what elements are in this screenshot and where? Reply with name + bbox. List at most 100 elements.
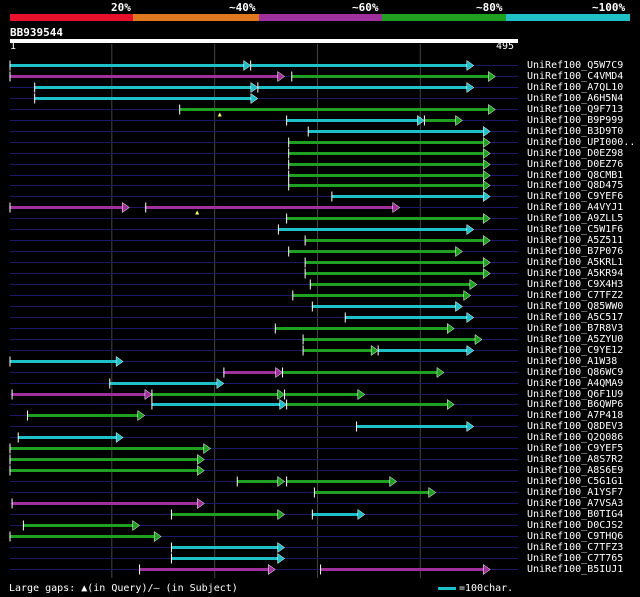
- hit-link-UniRef100_A5ZYU0[interactable]: UniRef100_A5ZYU0: [527, 333, 624, 345]
- segment-arrowhead: [455, 246, 463, 257]
- hit-link-UniRef100_B7P076[interactable]: UniRef100_B7P076: [527, 245, 624, 257]
- segment-arrowhead: [482, 137, 491, 148]
- segment-arrowhead: [132, 520, 141, 531]
- segment-arrowhead: [482, 191, 491, 202]
- hit-link-UniRef100_A7P418[interactable]: UniRef100_A7P418: [527, 409, 624, 421]
- segment-arrowhead: [250, 82, 259, 93]
- hit-link-UniRef100_Q5W7C9[interactable]: UniRef100_Q5W7C9: [527, 59, 624, 71]
- segment-arrowhead: [466, 82, 475, 93]
- hit-link-UniRef100_C9X4H3[interactable]: UniRef100_C9X4H3: [527, 278, 624, 290]
- hit-link-UniRef100_C9THQ6[interactable]: UniRef100_C9THQ6: [527, 530, 624, 542]
- hit-link-UniRef100_A7QL10[interactable]: UniRef100_A7QL10: [527, 81, 624, 93]
- query-end-label: 495: [496, 41, 515, 52]
- segment-arrowhead: [482, 170, 491, 181]
- hit-link-UniRef100_B3D9T0[interactable]: UniRef100_B3D9T0: [527, 125, 624, 137]
- hit-link-UniRef100_A8S6E9[interactable]: UniRef100_A8S6E9: [527, 464, 624, 476]
- hit-link-UniRef100_C7T765[interactable]: UniRef100_C7T765: [527, 552, 624, 564]
- hit-link-UniRef100_Q85WW0[interactable]: UniRef100_Q85WW0: [527, 300, 624, 312]
- hit-link-UniRef100_C5W1F6[interactable]: UniRef100_C5W1F6: [527, 223, 624, 235]
- segment-arrowhead: [115, 432, 124, 443]
- hit-link-UniRef100_A5C517[interactable]: UniRef100_A5C517: [527, 311, 624, 323]
- segment-arrowhead: [482, 268, 491, 279]
- segment-arrowhead: [428, 487, 437, 498]
- segment-arrowhead: [488, 71, 496, 82]
- hit-link-UniRef100_C7TFZ3[interactable]: UniRef100_C7TFZ3: [527, 541, 624, 553]
- segment-arrowhead: [455, 115, 463, 126]
- hit-link-UniRef100_D0EZ98[interactable]: UniRef100_D0EZ98: [527, 147, 624, 159]
- hit-link-UniRef100_A8S7R2[interactable]: UniRef100_A8S7R2: [527, 453, 624, 465]
- segment-arrowhead: [279, 399, 288, 410]
- hit-link-UniRef100_A5KR94[interactable]: UniRef100_A5KR94: [527, 267, 624, 279]
- hit-link-UniRef100_D0CJS2[interactable]: UniRef100_D0CJS2: [527, 519, 624, 531]
- segment-arrowhead: [115, 356, 124, 367]
- hit-link-UniRef100_Q2Q086[interactable]: UniRef100_Q2Q086: [527, 431, 624, 443]
- hit-link-UniRef100_A4QMA9[interactable]: UniRef100_A4QMA9: [527, 377, 624, 389]
- hit-link-UniRef100_Q6F1U9[interactable]: UniRef100_Q6F1U9: [527, 388, 624, 400]
- hit-link-UniRef100_B9P999[interactable]: UniRef100_B9P999: [527, 114, 624, 126]
- segment-arrowhead: [268, 564, 276, 575]
- segment-arrowhead: [216, 378, 225, 389]
- segment-arrowhead: [243, 60, 252, 71]
- segment-arrowhead: [392, 202, 401, 213]
- scale-label-80: ~80%: [476, 1, 503, 14]
- hit-link-UniRef100_C9YEF6[interactable]: UniRef100_C9YEF6: [527, 190, 624, 202]
- scale-band-60: [259, 14, 382, 21]
- segment-arrowhead: [275, 367, 283, 378]
- hit-link-UniRef100_A1W38[interactable]: UniRef100_A1W38: [527, 355, 618, 367]
- segment-arrowhead: [357, 509, 366, 520]
- scale-label-100: ~100%: [592, 1, 626, 14]
- segment-arrowhead: [466, 312, 475, 323]
- query-start-label: 1: [10, 41, 17, 52]
- hit-link-UniRef100_C9YE12[interactable]: UniRef100_C9YE12: [527, 344, 624, 356]
- hit-link-UniRef100_A4VYJ1[interactable]: UniRef100_A4VYJ1: [527, 201, 624, 213]
- segment-arrowhead: [446, 323, 455, 334]
- scale-label-20: 20%: [111, 1, 131, 14]
- scale-band-40: [133, 14, 259, 21]
- hit-link-UniRef100_C9YEF5[interactable]: UniRef100_C9YEF5: [527, 442, 624, 454]
- segment-arrowhead: [153, 531, 162, 542]
- query-gap-marker: [217, 112, 222, 117]
- segment-arrowhead: [466, 224, 475, 235]
- hit-link-UniRef100_Q86WC9[interactable]: UniRef100_Q86WC9: [527, 366, 624, 378]
- hit-link-UniRef100_B6QWP6[interactable]: UniRef100_B6QWP6: [527, 398, 624, 410]
- segment-arrowhead: [466, 421, 475, 432]
- query-bar: [10, 39, 518, 43]
- hit-link-UniRef100_A5KRL1[interactable]: UniRef100_A5KRL1: [527, 256, 624, 268]
- hit-link-UniRef100_A7VSA3[interactable]: UniRef100_A7VSA3: [527, 497, 624, 509]
- hit-link-UniRef100_D0EZ76[interactable]: UniRef100_D0EZ76: [527, 158, 624, 170]
- hit-link-UniRef100_A6H5N4[interactable]: UniRef100_A6H5N4: [527, 92, 624, 104]
- scale-label-60: ~60%: [352, 1, 379, 14]
- scale-band-20: [10, 14, 133, 21]
- hit-link-UniRef100_Q8D475[interactable]: UniRef100_Q8D475: [527, 179, 624, 191]
- segment-arrowhead: [203, 443, 211, 454]
- segment-arrowhead: [277, 71, 285, 82]
- hit-link-UniRef100_A1YSF7[interactable]: UniRef100_A1YSF7: [527, 486, 624, 498]
- hit-link-UniRef100_C5G1G1[interactable]: UniRef100_C5G1G1: [527, 475, 624, 487]
- segment-arrowhead: [482, 213, 491, 224]
- scale-band-80: [382, 14, 506, 21]
- hit-link-UniRef100_B7R8V3[interactable]: UniRef100_B7R8V3: [527, 322, 624, 334]
- segment-arrowhead: [466, 345, 475, 356]
- hit-link-UniRef100_Q8CMB1[interactable]: UniRef100_Q8CMB1: [527, 169, 624, 181]
- hit-link-UniRef100_C7TFZ2[interactable]: UniRef100_C7TFZ2: [527, 289, 624, 301]
- segment-arrowhead: [482, 159, 491, 170]
- hit-link-UniRef100_Q8DEV3[interactable]: UniRef100_Q8DEV3: [527, 420, 624, 432]
- segment-arrowhead: [417, 115, 425, 126]
- hit-link-UniRef100_C4VMD4[interactable]: UniRef100_C4VMD4: [527, 70, 624, 82]
- segment-arrowhead: [197, 454, 205, 465]
- segment-arrowhead: [197, 465, 205, 476]
- hit-link-UniRef100_UPI000..[interactable]: UniRef100_UPI000..: [527, 136, 636, 148]
- segment-arrowhead: [277, 509, 285, 520]
- hit-link-UniRef100_Q9F713[interactable]: UniRef100_Q9F713: [527, 103, 624, 115]
- hit-link-UniRef100_B5IUJ1[interactable]: UniRef100_B5IUJ1: [527, 563, 624, 575]
- hit-link-UniRef100_A5Z511[interactable]: UniRef100_A5Z511: [527, 234, 624, 246]
- hit-link-UniRef100_A9ZLL5[interactable]: UniRef100_A9ZLL5: [527, 212, 624, 224]
- segment-arrowhead: [436, 367, 445, 378]
- hit-link-UniRef100_B0TIG4[interactable]: UniRef100_B0TIG4: [527, 508, 624, 520]
- scale-legend-text: =100char.: [459, 583, 514, 594]
- segment-arrowhead: [482, 564, 491, 575]
- segment-arrowhead: [469, 279, 478, 290]
- segment-arrowhead: [463, 290, 472, 301]
